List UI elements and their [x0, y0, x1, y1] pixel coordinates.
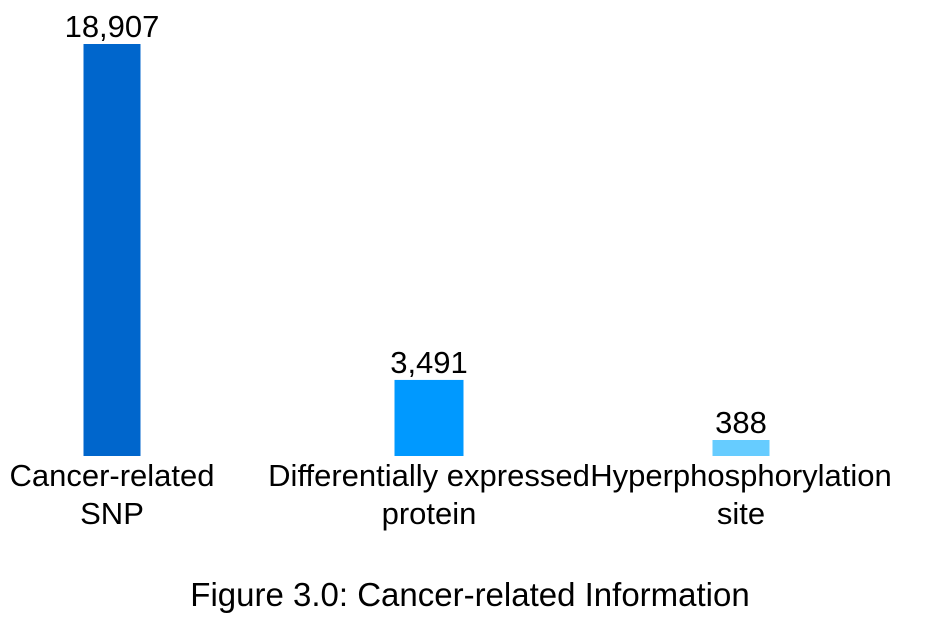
value-label-2: 388 — [715, 405, 767, 440]
category-label-2-line-0: Hyperphosphorylation — [590, 458, 892, 493]
value-label-1: 3,491 — [390, 345, 468, 380]
bar-0 — [83, 44, 141, 456]
figure-caption: Figure 3.0: Cancer-related Information — [190, 576, 749, 613]
bar-1 — [394, 379, 464, 456]
category-label-0-line-1: SNP — [80, 496, 144, 531]
category-label-1-line-1: protein — [382, 496, 477, 531]
category-label-1-line-0: Differentially expressed — [268, 458, 590, 493]
category-label-2-line-1: site — [717, 496, 765, 531]
value-labels-layer: 18,907 3,491 388 — [65, 9, 767, 440]
bars-layer — [83, 44, 770, 456]
value-label-0: 18,907 — [65, 9, 160, 44]
category-label-0-line-0: Cancer-related — [9, 458, 214, 493]
bar-2 — [712, 440, 770, 456]
